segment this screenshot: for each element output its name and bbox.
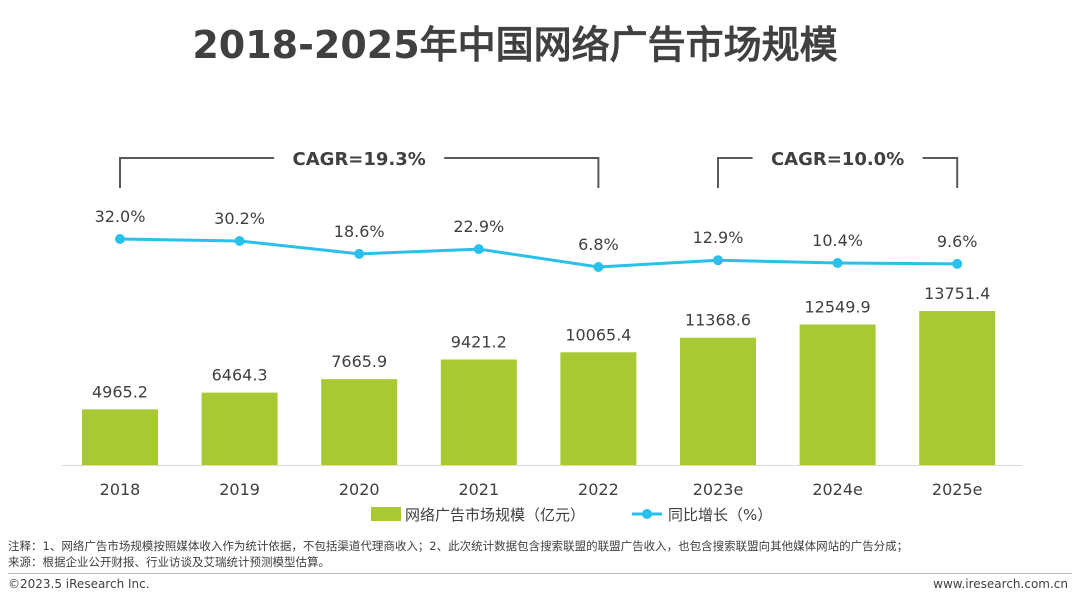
source-text: 来源：根据企业公开财报、行业访谈及艾瑞统计预测模型估算。 [8,555,330,569]
x-tick-label-2021: 2021 [458,480,499,499]
bar-2022 [560,352,637,465]
bar-value-label-2022: 10065.4 [565,325,631,344]
x-tick-label-2023e: 2023e [693,480,744,499]
bar-value-label-2019: 6464.3 [212,366,268,385]
legend-bar-swatch [371,507,401,521]
bar-value-label-2018: 4965.2 [92,382,148,401]
growth-point-2021 [473,244,484,255]
note-text: 注释：1、网络广告市场规模按照媒体收入作为统计依据，不包括渠道代理商收入；2、此… [8,539,909,553]
x-tick-label-2018: 2018 [100,480,141,499]
growth-point-2023e [713,255,723,266]
bar-2024e [799,324,876,465]
x-tick-label-2025e: 2025e [932,480,983,499]
footer-divider [8,573,1072,574]
growth-point-2019 [234,236,245,246]
line-series: 32.0% 30.2% 18.6% 22.9% 6.8% 12.9% 10.4% 9.6% [95,207,978,272]
cagr-bracket-right-2 [922,157,959,188]
cagr-annotations: CAGR=19.3% CAGR=10.0% [119,149,959,188]
growth-line [119,237,958,269]
growth-point-2020 [354,248,365,259]
x-tick-label-2020: 2020 [339,480,380,499]
bar-2021 [440,359,517,465]
growth-value-label-2021: 22.9% [453,217,504,236]
chart: CAGR=19.3% CAGR=10.0% 4965.2 6464.3 7665.9 9… [62,149,1022,524]
growth-value-label-2024e: 10.4% [812,231,863,250]
growth-value-label-2018: 32.0% [95,207,146,226]
growth-value-label-2022: 6.8% [578,235,619,254]
cagr-bracket-1: CAGR=19.3% [119,149,600,188]
cagr-bracket-left-1 [119,157,275,188]
growth-point-2024e [832,258,843,268]
bar-2019 [201,392,278,465]
cagr-bracket-left-2 [717,157,753,188]
growth-point-2018 [115,234,125,244]
website-link[interactable]: www.iresearch.com.cn [933,577,1068,591]
x-tick-label-2024e: 2024e [812,480,863,499]
cagr-bracket-right-1 [444,157,600,188]
bar-value-label-2025e: 13751.4 [924,284,990,303]
bar-2025e [919,311,996,465]
bar-value-label-2020: 7665.9 [331,352,387,371]
footnotes: 注释：1、网络广告市场规模按照媒体收入作为统计依据，不包括渠道代理商收入；2、此… [8,538,1074,570]
bar-2023e [680,337,756,465]
legend-line-label: 同比增长（%） [668,506,772,524]
chart-title: 2018-2025年中国网络广告市场规模 [192,23,838,67]
cagr-label-1: CAGR=19.3% [293,149,426,170]
growth-value-label-2025e: 9.6% [937,232,978,251]
cagr-bracket-2: CAGR=10.0% [717,149,959,188]
growth-value-label-2019: 30.2% [214,209,265,228]
bar-value-label-2021: 9421.2 [451,332,507,351]
bar-2020 [321,379,398,465]
growth-point-2022 [593,262,604,272]
bar-series: 4965.2 6464.3 7665.9 9421.2 10065.4 11368.6 12… [82,284,996,465]
growth-value-label-2023e: 12.9% [693,228,744,247]
bar-value-label-2023e: 11368.6 [685,311,751,330]
x-tick-label-2019: 2019 [219,480,260,499]
growth-value-label-2020: 18.6% [334,222,385,241]
bar-2018 [82,409,158,465]
copyright: ©2023.5 iResearch Inc. [8,577,150,591]
growth-point-2025e [952,258,963,269]
legend-line-marker [642,509,652,519]
bar-value-label-2024e: 12549.9 [805,297,871,316]
legend-bar-label: 网络广告市场规模（亿元） [405,506,585,524]
cagr-label-2: CAGR=10.0% [771,149,904,170]
legend: 网络广告市场规模（亿元） 同比增长（%） [371,506,772,524]
x-axis: 2018 2019 2020 2021 2022 2023e 2024e 2025e [62,465,1022,499]
x-tick-label-2022: 2022 [578,480,619,499]
